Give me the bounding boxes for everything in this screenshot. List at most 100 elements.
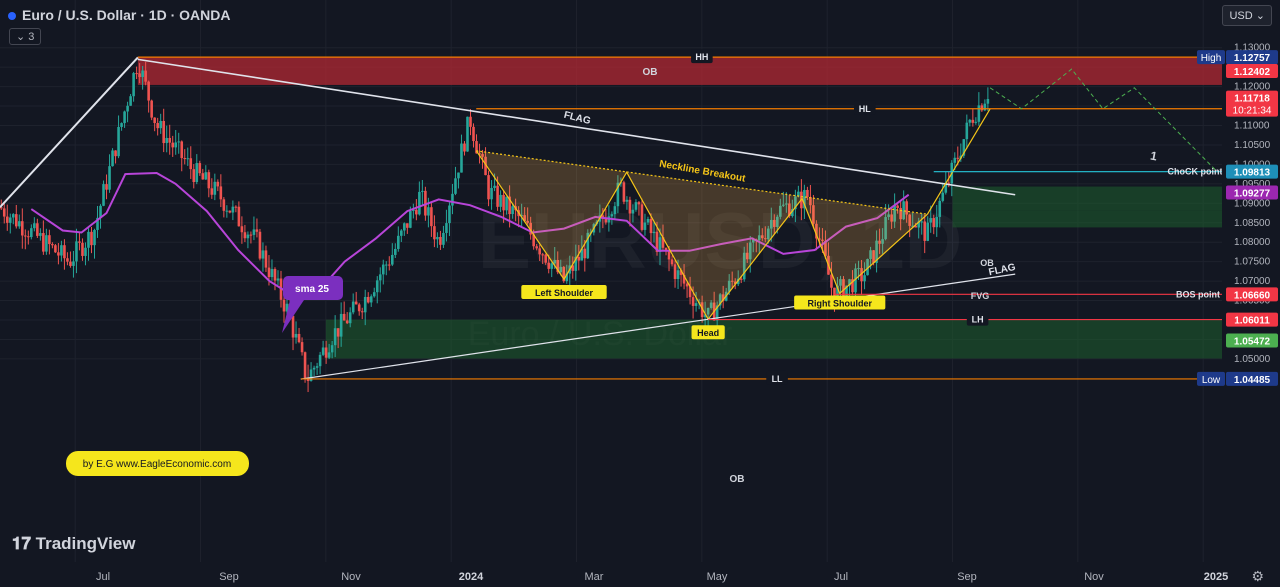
candle-body[interactable] bbox=[183, 158, 187, 160]
candle-body[interactable] bbox=[421, 190, 424, 192]
candle-body[interactable] bbox=[357, 304, 361, 312]
candle-body[interactable] bbox=[303, 352, 307, 378]
candle-body[interactable] bbox=[81, 242, 84, 256]
candle-body[interactable] bbox=[631, 209, 635, 214]
candle-body[interactable] bbox=[117, 126, 120, 157]
candle-body[interactable] bbox=[920, 221, 924, 223]
candle-body[interactable] bbox=[779, 205, 782, 217]
candle-body[interactable] bbox=[315, 366, 319, 368]
candle-body[interactable] bbox=[330, 345, 334, 353]
candle-body[interactable] bbox=[69, 261, 72, 266]
candle-body[interactable] bbox=[577, 256, 581, 261]
candle-body[interactable] bbox=[264, 250, 268, 268]
candle-body[interactable] bbox=[523, 215, 526, 221]
candle-body[interactable] bbox=[562, 266, 566, 282]
candle-body[interactable] bbox=[658, 237, 662, 252]
candle-body[interactable] bbox=[54, 245, 57, 253]
candle-body[interactable] bbox=[824, 240, 827, 256]
candle-body[interactable] bbox=[610, 214, 614, 217]
candle-body[interactable] bbox=[369, 296, 373, 303]
candle-body[interactable] bbox=[384, 264, 388, 266]
candle-body[interactable] bbox=[550, 263, 554, 269]
candle-body[interactable] bbox=[30, 228, 33, 238]
candle-body[interactable] bbox=[908, 214, 911, 226]
candle-body[interactable] bbox=[327, 352, 331, 358]
candle-body[interactable] bbox=[424, 190, 427, 216]
candle-body[interactable] bbox=[234, 206, 238, 208]
candle-body[interactable] bbox=[333, 328, 337, 346]
candle-body[interactable] bbox=[604, 218, 608, 223]
candle-body[interactable] bbox=[845, 285, 848, 298]
candle-body[interactable] bbox=[294, 333, 298, 338]
candle-body[interactable] bbox=[63, 245, 66, 259]
candle-body[interactable] bbox=[586, 232, 590, 259]
candle-body[interactable] bbox=[481, 154, 484, 157]
candle-body[interactable] bbox=[273, 269, 277, 281]
candle-body[interactable] bbox=[875, 240, 878, 263]
candle-body[interactable] bbox=[409, 210, 412, 228]
candle-body[interactable] bbox=[782, 204, 785, 206]
candle-body[interactable] bbox=[75, 241, 78, 262]
candle-body[interactable] bbox=[980, 105, 984, 111]
candle-body[interactable] bbox=[228, 210, 232, 213]
candle-body[interactable] bbox=[797, 191, 800, 197]
candle-body[interactable] bbox=[818, 238, 821, 240]
candle-body[interactable] bbox=[839, 279, 842, 286]
candle-body[interactable] bbox=[974, 121, 978, 123]
candle-body[interactable] bbox=[342, 313, 346, 321]
candle-body[interactable] bbox=[231, 206, 235, 213]
candle-body[interactable] bbox=[971, 119, 975, 123]
candle-body[interactable] bbox=[129, 96, 132, 106]
candle-body[interactable] bbox=[249, 234, 253, 236]
candle-body[interactable] bbox=[679, 270, 683, 275]
candle-body[interactable] bbox=[87, 231, 90, 248]
candle-body[interactable] bbox=[929, 218, 933, 223]
candle-body[interactable] bbox=[760, 235, 764, 239]
candle-body[interactable] bbox=[174, 142, 178, 148]
candle-body[interactable] bbox=[2, 208, 6, 217]
candle-body[interactable] bbox=[99, 205, 102, 218]
candle-body[interactable] bbox=[739, 278, 743, 280]
candle-body[interactable] bbox=[902, 201, 905, 220]
candle-body[interactable] bbox=[757, 235, 761, 241]
candle-body[interactable] bbox=[544, 254, 548, 263]
candle-body[interactable] bbox=[860, 268, 863, 282]
candle-body[interactable] bbox=[138, 73, 141, 78]
candle-body[interactable] bbox=[318, 354, 322, 367]
candle-body[interactable] bbox=[378, 274, 382, 281]
candle-body[interactable] bbox=[830, 274, 833, 288]
candle-body[interactable] bbox=[261, 250, 265, 259]
candle-body[interactable] bbox=[297, 333, 301, 343]
candle-body[interactable] bbox=[454, 178, 457, 194]
candle-body[interactable] bbox=[899, 207, 902, 220]
candle-body[interactable] bbox=[965, 122, 969, 140]
candle-body[interactable] bbox=[159, 121, 162, 129]
candle-body[interactable] bbox=[144, 70, 147, 82]
candle-body[interactable] bbox=[460, 143, 463, 173]
candle-body[interactable] bbox=[252, 229, 256, 235]
candle-body[interactable] bbox=[84, 247, 87, 256]
candle-body[interactable] bbox=[5, 216, 9, 223]
candle-body[interactable] bbox=[745, 252, 749, 260]
candle-body[interactable] bbox=[406, 223, 409, 228]
candle-body[interactable] bbox=[451, 193, 454, 206]
candle-body[interactable] bbox=[770, 219, 773, 229]
candle-body[interactable] bbox=[418, 191, 421, 215]
candle-body[interactable] bbox=[857, 268, 860, 270]
candle-body[interactable] bbox=[559, 266, 563, 273]
candle-body[interactable] bbox=[198, 163, 202, 174]
candle-body[interactable] bbox=[685, 283, 689, 287]
candle-body[interactable] bbox=[905, 201, 908, 215]
candle-body[interactable] bbox=[126, 105, 129, 112]
candle-body[interactable] bbox=[11, 214, 15, 218]
candle-body[interactable] bbox=[403, 223, 406, 231]
candle-body[interactable] bbox=[427, 207, 430, 216]
candle-body[interactable] bbox=[324, 347, 328, 358]
candle-body[interactable] bbox=[96, 217, 99, 230]
candle-body[interactable] bbox=[51, 244, 54, 246]
candle-body[interactable] bbox=[935, 216, 939, 228]
candle-body[interactable] bbox=[93, 229, 96, 246]
candle-body[interactable] bbox=[493, 185, 496, 188]
candle-body[interactable] bbox=[670, 259, 674, 265]
